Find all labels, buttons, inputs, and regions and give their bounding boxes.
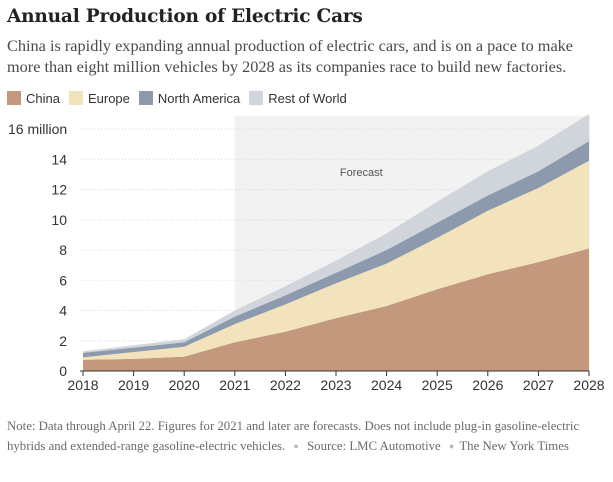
legend-swatch-rest-of-world (249, 91, 264, 105)
chart-subtitle: China is rapidly expanding annual produc… (7, 36, 574, 76)
y-tick-label: 10 (51, 212, 67, 228)
chart-title: Annual Production of Electric Cars (7, 6, 363, 27)
legend-label-rest-of-world: Rest of World (268, 90, 347, 106)
area-layers (83, 113, 589, 371)
x-tick-label: 2019 (118, 377, 149, 393)
separator-dot: ● (448, 441, 455, 451)
y-tick-label: 4 (59, 303, 67, 319)
legend-swatch-north-america (138, 91, 153, 105)
legend-item-europe: Europe (68, 90, 130, 106)
legend-label-europe: Europe (87, 90, 130, 106)
legend-label-north-america: North America (157, 90, 241, 106)
x-tick-label: 2023 (320, 377, 351, 393)
y-tick-label: 12 (51, 182, 67, 198)
y-tick-label: 2 (59, 333, 67, 349)
separator-dot: ● (293, 441, 299, 451)
x-tick-label: 2018 (67, 377, 98, 393)
legend-label-china: China (26, 90, 60, 106)
x-tick-label: 2020 (169, 377, 200, 393)
x-tick-label: 2022 (270, 377, 301, 393)
footnote: Note: Data through April 22. Figures for… (7, 416, 607, 457)
source-text: Source: LMC Automotive (307, 439, 441, 453)
x-tick-label: 2025 (422, 377, 453, 393)
x-tick-label: 2026 (472, 377, 503, 393)
x-tick-label: 2028 (573, 377, 604, 393)
forecast-label: Forecast (340, 167, 383, 179)
y-tick-label: 8 (59, 242, 67, 258)
area-europe (83, 160, 589, 360)
legend: China Europe North America Rest of World (7, 89, 356, 107)
credit-text: The New York Times (459, 439, 569, 453)
legend-item-north-america: North America (138, 90, 241, 106)
area-china (83, 248, 589, 371)
legend-item-rest-of-world: Rest of World (249, 91, 347, 106)
y-tick-label: 0 (59, 363, 67, 379)
y-tick-label: 14 (51, 151, 67, 167)
annotations: Forecast (340, 167, 383, 179)
x-tick-label: 2027 (523, 377, 554, 393)
legend-swatch-china (7, 91, 21, 105)
y-axis: 0 2 4 6 8 10 12 14 16 million (8, 121, 67, 379)
x-tick-label: 2021 (219, 377, 250, 393)
note-text: Note: Data through April 22. Figures for… (7, 419, 580, 453)
x-tick-label: 2024 (371, 377, 402, 393)
x-axis: 2018 2019 2020 2021 2022 2023 2024 2025 2026 2027… (67, 370, 605, 393)
y-tick-label: 6 (59, 272, 67, 288)
gridlines (80, 128, 589, 342)
legend-swatch-europe (68, 91, 83, 105)
legend-item-china: China (7, 91, 60, 106)
y-tick-label: 16 million (8, 121, 67, 137)
area-chart: 2018 2019 2020 2021 2022 2023 2024 2025 2026 2027… (8, 113, 605, 393)
